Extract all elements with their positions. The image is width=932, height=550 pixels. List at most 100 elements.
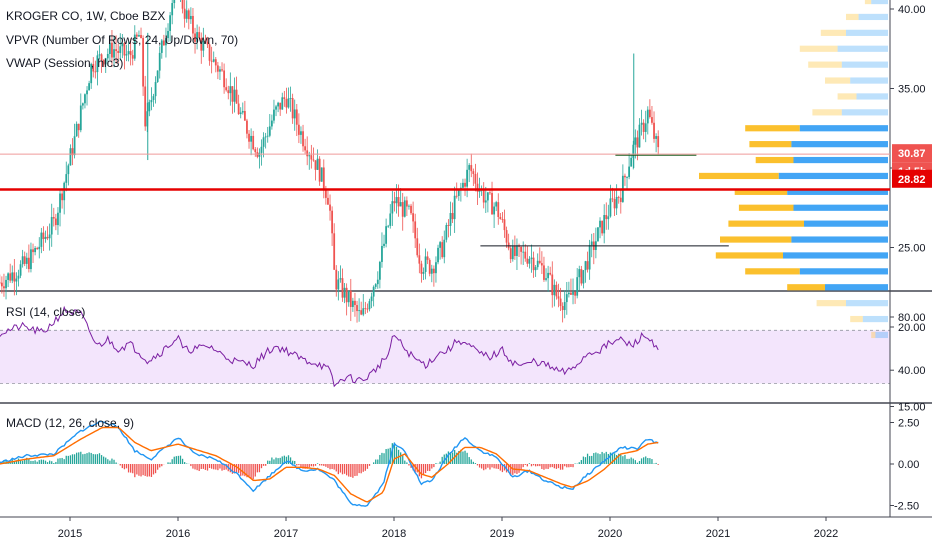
candle-body: [393, 201, 396, 204]
candle-body: [466, 169, 469, 187]
candle-body: [38, 246, 41, 250]
candle-body: [451, 213, 454, 220]
candle-body: [657, 136, 660, 148]
candle-body: [133, 34, 136, 59]
candle-body: [144, 86, 147, 127]
candle-body: [343, 287, 346, 298]
candle-body: [443, 239, 446, 258]
rsi-axis-label: 40.00: [898, 365, 926, 377]
symbol-title[interactable]: KROGER CO, 1W, Cboe BZX: [6, 9, 166, 23]
candle-body: [13, 272, 16, 282]
vpvr-up-bar: [799, 268, 888, 275]
candle-body: [9, 273, 12, 281]
candle-body: [327, 197, 329, 205]
vpvr-down-bar: [799, 45, 838, 52]
candle-body: [84, 94, 86, 104]
candle-body: [21, 256, 24, 265]
candle-body: [547, 272, 550, 279]
candle-body: [223, 70, 226, 88]
candle-body: [331, 210, 334, 234]
candle-body: [524, 251, 527, 259]
candle-body: [30, 249, 32, 270]
vpvr-up-bar: [850, 77, 888, 84]
candle-body: [285, 98, 288, 108]
candle-body: [462, 182, 464, 188]
vpvr-up-bar: [841, 61, 888, 68]
macd-axis-label: 2.50: [898, 418, 919, 430]
candle-body: [553, 284, 556, 296]
candle-body: [619, 197, 622, 202]
candle-body: [304, 146, 307, 151]
candle-body: [648, 109, 651, 118]
candle-body: [123, 43, 126, 56]
candle-body: [94, 71, 97, 73]
candle-body: [588, 245, 591, 270]
vpvr-down-bar: [734, 188, 788, 195]
candle-body: [391, 201, 394, 214]
candle-body: [40, 232, 43, 247]
candle-body: [187, 10, 190, 20]
candle-body: [586, 261, 589, 270]
candle-body: [262, 137, 265, 147]
vpvr-down-bar: [755, 156, 794, 164]
candle-body: [640, 122, 643, 125]
candle-body: [408, 205, 410, 207]
last-price-tag: 30.87: [892, 144, 932, 163]
candle-body: [86, 90, 88, 95]
candle-body: [185, 10, 188, 19]
vpvr-up-bar: [871, 0, 888, 5]
candle-body: [626, 177, 628, 178]
candle-body: [655, 136, 658, 139]
candle-body: [362, 308, 365, 315]
candle-body: [370, 296, 373, 302]
vpvr-up-bar: [793, 156, 888, 164]
candle-body: [135, 34, 138, 37]
candle-body: [156, 70, 159, 83]
candle-body: [167, 30, 169, 39]
candle-body: [295, 109, 298, 125]
signal-line: [0, 426, 659, 503]
candle-body: [453, 195, 456, 220]
candle-body: [341, 278, 344, 298]
candle-body: [543, 265, 545, 280]
candle-body: [387, 225, 390, 227]
vwap-legend[interactable]: VWAP (Session, hlc3): [6, 56, 124, 70]
candle-body: [611, 198, 614, 200]
vpvr-down-bar: [812, 109, 842, 116]
candle-body: [252, 135, 255, 150]
candle-body: [354, 300, 356, 306]
rsi-legend[interactable]: RSI (14, close): [6, 305, 86, 319]
candle-body: [491, 193, 493, 215]
candle-body: [339, 278, 342, 280]
candle-body: [364, 308, 367, 310]
candle-body: [476, 183, 479, 192]
candle-body: [505, 230, 508, 243]
candle-body: [100, 54, 103, 61]
candle-body: [642, 122, 645, 132]
candle-body: [183, 8, 186, 19]
candle-body: [628, 166, 631, 178]
candle-body: [333, 233, 336, 270]
candle-body: [306, 150, 309, 157]
candle-body: [368, 301, 371, 310]
candle-body: [125, 54, 128, 56]
candle-body: [410, 205, 412, 214]
price-axis-label: 40.00: [898, 4, 926, 16]
candle-body: [449, 213, 452, 226]
candle-body: [154, 82, 157, 97]
candle-body: [495, 202, 498, 207]
vpvr-legend[interactable]: VPVR (Number Of Rows, 24, Up/Down, 70): [6, 33, 239, 47]
candle-body: [345, 287, 348, 303]
level-tag-bg: [892, 169, 932, 188]
candle-body: [584, 261, 587, 271]
candle-body: [50, 217, 53, 235]
candle-body: [615, 196, 618, 209]
candle-body: [351, 300, 354, 307]
vpvr-down-bar: [825, 77, 851, 84]
candle-body: [283, 97, 286, 99]
macd-legend[interactable]: MACD (12, 26, close, 9): [6, 416, 135, 430]
candle-body: [538, 260, 541, 264]
candle-body: [549, 272, 552, 275]
candle-body: [73, 136, 76, 156]
